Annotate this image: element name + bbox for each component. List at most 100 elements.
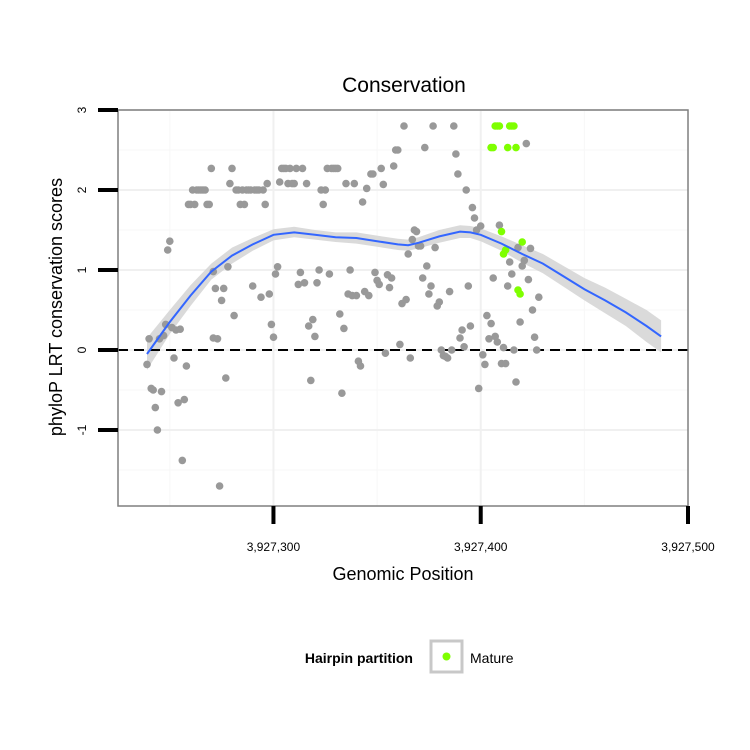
data-point	[535, 293, 543, 302]
data-point	[431, 243, 439, 252]
mature-data-point	[489, 143, 498, 152]
data-point	[528, 306, 537, 314]
data-point	[456, 334, 464, 342]
data-point	[143, 360, 151, 369]
data-point	[151, 403, 160, 412]
mature-data-point	[510, 122, 518, 130]
y-tick-label: 3	[75, 106, 89, 113]
mature-data-point	[516, 290, 524, 298]
data-point	[464, 282, 473, 290]
panel-background	[118, 110, 688, 506]
data-point	[300, 279, 309, 287]
data-point	[149, 386, 157, 394]
data-point	[271, 270, 280, 278]
data-point	[423, 262, 431, 270]
data-point	[524, 275, 533, 284]
data-point	[248, 282, 257, 290]
mature-data-point	[497, 227, 506, 236]
data-point	[460, 343, 468, 351]
data-point	[362, 184, 371, 193]
data-point	[402, 295, 410, 304]
data-point	[365, 291, 373, 300]
data-point	[468, 203, 477, 212]
data-point	[400, 122, 408, 130]
data-point	[356, 362, 365, 370]
data-point	[213, 335, 222, 343]
legend-title: Hairpin partition	[305, 650, 413, 666]
data-point	[267, 320, 276, 329]
y-tick-label: 0	[75, 346, 89, 353]
data-point	[292, 164, 301, 173]
mature-data-point	[503, 143, 512, 152]
data-point	[265, 290, 274, 298]
plot-panel	[117, 109, 689, 507]
data-point	[408, 235, 417, 244]
legend: Hairpin partition Mature	[305, 639, 514, 674]
data-point	[522, 139, 531, 148]
mature-data-point	[501, 246, 510, 254]
data-point	[429, 122, 437, 130]
data-point	[470, 214, 479, 222]
data-point	[520, 256, 529, 265]
data-point	[369, 170, 377, 178]
data-point	[466, 322, 475, 330]
data-point	[418, 274, 427, 282]
data-point	[275, 178, 284, 186]
grid-lines	[118, 109, 688, 506]
data-point	[394, 146, 402, 154]
data-point	[387, 274, 396, 282]
data-point	[505, 258, 514, 266]
data-point	[302, 179, 311, 188]
data-points	[143, 122, 543, 490]
data-point	[257, 293, 265, 302]
data-point	[481, 360, 489, 369]
data-point	[425, 290, 433, 298]
data-point	[313, 279, 321, 287]
data-point	[396, 340, 404, 349]
data-point	[304, 322, 313, 330]
data-point	[510, 346, 518, 354]
data-point	[458, 326, 466, 334]
data-point	[176, 325, 184, 334]
y-tick-label: -1	[75, 424, 89, 435]
data-point	[269, 333, 278, 342]
data-point	[163, 246, 172, 254]
data-point	[294, 280, 303, 289]
data-point	[489, 274, 498, 282]
data-point	[479, 351, 487, 359]
data-point	[435, 298, 444, 306]
data-point	[321, 186, 330, 194]
data-point	[495, 221, 504, 229]
data-point	[358, 198, 367, 206]
data-point	[346, 266, 354, 274]
mature-data-point	[512, 143, 520, 152]
data-point	[298, 164, 307, 173]
data-point	[211, 284, 220, 293]
data-point	[406, 354, 415, 362]
data-point	[296, 268, 305, 277]
data-point	[315, 266, 323, 274]
data-point	[153, 426, 162, 434]
data-point	[503, 282, 512, 290]
data-point	[166, 237, 174, 245]
data-point	[532, 346, 541, 354]
data-point	[375, 280, 384, 289]
data-point	[450, 122, 458, 130]
data-point	[286, 164, 294, 173]
data-point	[526, 244, 535, 253]
chart-title: Conservation	[342, 74, 466, 97]
data-point	[385, 283, 394, 292]
data-point	[224, 263, 232, 271]
data-point	[342, 179, 350, 188]
data-point	[182, 362, 191, 370]
data-point	[516, 318, 524, 326]
data-point	[379, 180, 388, 189]
data-point	[485, 335, 493, 343]
data-point	[350, 179, 359, 188]
data-point	[261, 200, 270, 209]
data-point	[307, 376, 315, 385]
data-point	[501, 359, 510, 368]
data-point	[215, 482, 224, 490]
data-point	[352, 291, 361, 300]
data-point	[205, 200, 213, 209]
